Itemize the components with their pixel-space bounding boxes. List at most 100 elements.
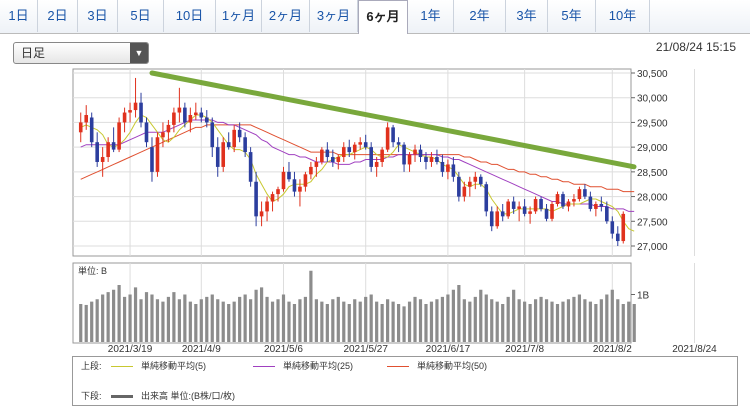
volume-bar [501, 304, 505, 342]
candle-body [473, 176, 478, 182]
volume-bar [594, 304, 598, 342]
price-tick-label: 29,500 [637, 118, 668, 129]
legend-ma5: 単純移動平均(5) [111, 359, 206, 373]
candle-body [555, 194, 560, 204]
date-tick-label: 2021/8/2 [593, 344, 632, 355]
candle-body [259, 211, 264, 217]
volume-bar [429, 301, 434, 342]
candle-body [495, 211, 500, 227]
candle-body [106, 142, 110, 158]
candle-body [522, 206, 527, 214]
candle-body [391, 127, 395, 143]
candle-body [177, 107, 182, 113]
volume-bar [254, 289, 258, 342]
volume-bar [155, 299, 160, 342]
volume-bar [506, 296, 510, 342]
candle-body [539, 199, 543, 209]
tab-5[interactable]: 10日 [164, 0, 216, 32]
price-plot-frame [72, 68, 632, 257]
candle-body [363, 142, 368, 148]
volume-bar [517, 299, 521, 342]
volume-bar [287, 301, 291, 342]
tab-14[interactable]: 10年 [596, 0, 650, 32]
candle-body [402, 144, 406, 165]
candle-body [347, 147, 352, 153]
trend-line [149, 70, 637, 170]
volume-bar [177, 299, 181, 342]
legend-ma50-swatch [387, 366, 409, 368]
legend-upper-label: 上段: [81, 361, 102, 371]
volume-bar [364, 296, 368, 342]
candle-body [111, 142, 116, 150]
volume-bar [95, 299, 99, 342]
volume-bar [128, 294, 132, 342]
volume-bar [533, 299, 538, 342]
volume-bar [84, 304, 88, 342]
date-tick-label: 2021/3/19 [108, 344, 153, 355]
volume-bar [112, 289, 116, 342]
candle-body [550, 203, 554, 219]
candle-body [237, 129, 242, 138]
candle-interval-select[interactable]: 日足 ▼ [13, 42, 149, 64]
tab-13[interactable]: 5年 [548, 0, 596, 32]
tab-2[interactable]: 2日 [38, 0, 78, 32]
volume-bar [599, 299, 603, 342]
candle-body [610, 221, 615, 234]
volume-bar [632, 304, 636, 342]
legend-ma50-label: 単純移動平均(50) [417, 361, 488, 371]
tab-6[interactable]: 1ヶ月 [216, 0, 262, 32]
candle-body [166, 124, 171, 133]
tab-11[interactable]: 2年 [454, 0, 506, 32]
volume-bar [375, 301, 379, 342]
tab-1[interactable]: 1日 [0, 0, 38, 32]
candle-body [435, 157, 439, 162]
volume-bar [227, 304, 231, 342]
chevron-down-icon[interactable]: ▼ [130, 43, 148, 63]
price-tick-label: 30,500 [637, 69, 668, 80]
tab-12[interactable]: 3年 [506, 0, 548, 32]
volume-bar [621, 304, 625, 342]
candle-body [358, 142, 363, 145]
volume-bar [605, 294, 609, 342]
price-tick-label: 27,500 [637, 217, 668, 228]
volume-bar [583, 299, 587, 342]
tab-9[interactable]: 6ヶ月 [358, 0, 408, 34]
tab-10[interactable]: 1年 [408, 0, 454, 32]
volume-tick-label: 1B [637, 291, 650, 302]
indicator-legend: 上段: 単純移動平均(5) 単純移動平均(25) 単純移動平均(50) 下段: … [72, 356, 738, 406]
candle-body [133, 102, 138, 111]
candle-body [457, 176, 461, 197]
candle-body [544, 208, 549, 219]
candle-body [451, 164, 456, 177]
candle-body [117, 122, 121, 150]
candle-body [78, 122, 83, 133]
volume-bar [523, 301, 527, 342]
candle-body [292, 179, 297, 192]
candle-body [84, 115, 89, 123]
candle-body [605, 206, 609, 222]
candle-body [352, 144, 357, 153]
volume-bar [276, 299, 280, 342]
legend-ma5-label: 単純移動平均(5) [141, 361, 206, 371]
tab-7[interactable]: 2ヶ月 [262, 0, 310, 32]
candle-body [484, 184, 489, 212]
volume-bar [435, 299, 439, 342]
last-updated-datetime: 21/08/24 15:15 [655, 40, 736, 54]
volume-bar [391, 301, 395, 342]
volume-bar [418, 299, 423, 342]
tab-8[interactable]: 3ヶ月 [310, 0, 358, 32]
candle-body [615, 233, 620, 242]
volume-bar [144, 292, 149, 342]
tab-4[interactable]: 5日 [118, 0, 164, 32]
volume-bar [325, 304, 329, 342]
candle-body [265, 201, 269, 212]
volume-bar [413, 296, 417, 342]
candle-body [446, 164, 450, 172]
tab-3[interactable]: 3日 [78, 0, 118, 32]
candle-body [511, 201, 516, 209]
candle-body [188, 115, 193, 123]
candle-body [577, 189, 582, 200]
volume-bar [216, 299, 220, 342]
legend-ma5-swatch [111, 366, 133, 368]
stock-chart: 30,500 30,000 29,500 29,000 28,500 28,000 27,5… [72, 68, 717, 355]
